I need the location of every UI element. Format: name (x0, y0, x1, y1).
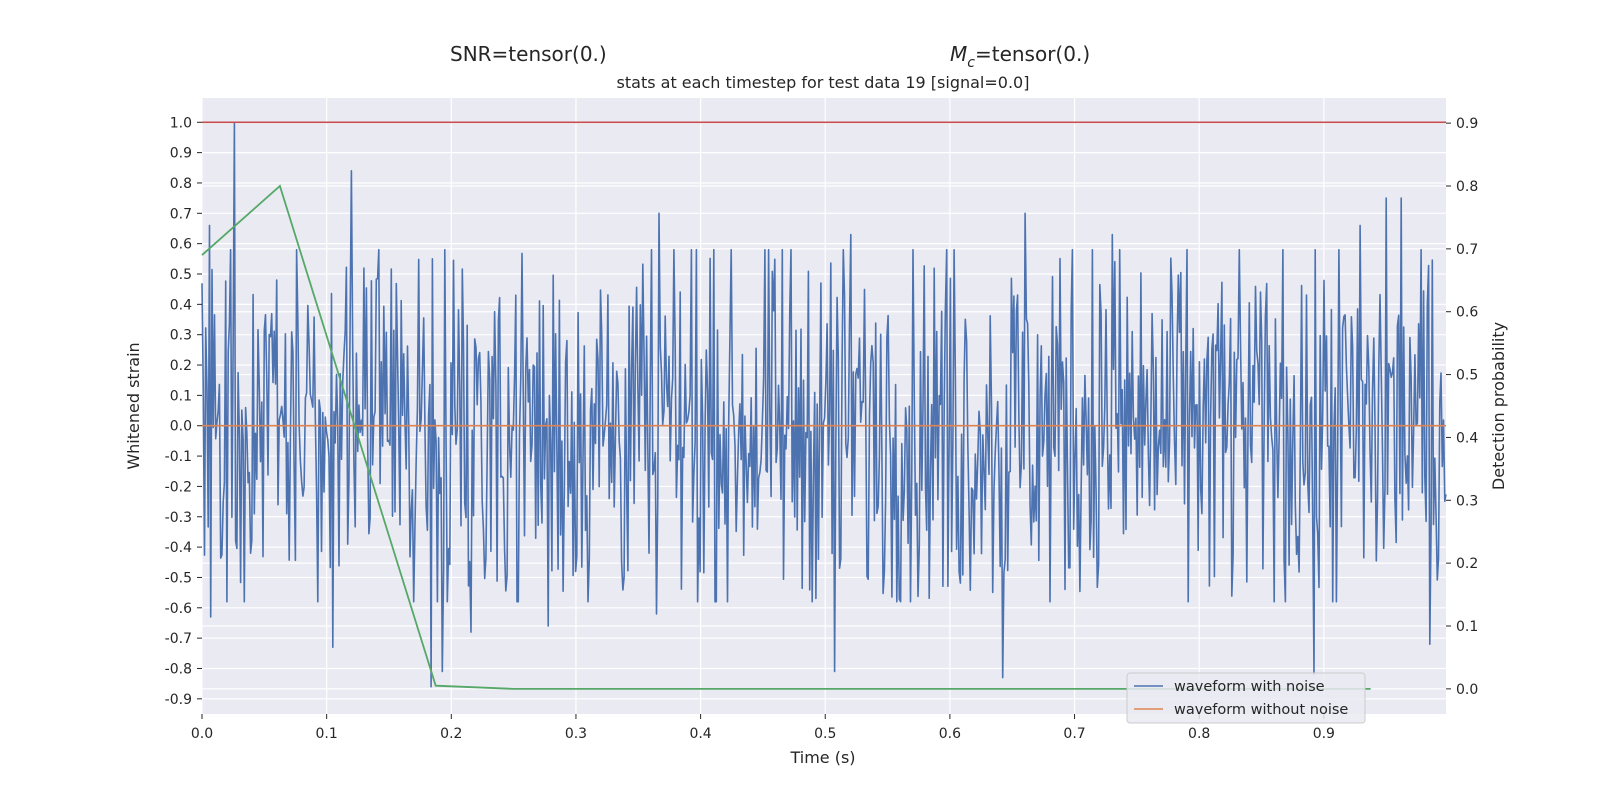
chirp-mass-symbol: M (950, 42, 967, 66)
x-tick-label: 0.4 (689, 726, 711, 742)
legend-label-noise: waveform with noise (1174, 679, 1325, 695)
x-axis-label: Time (s) (789, 748, 855, 767)
x-tick-label: 0.1 (316, 726, 338, 742)
x-tick-label: 0.9 (1313, 726, 1335, 742)
chirp-mass-subscript: c (967, 55, 975, 71)
left-y-tick-label: 0.9 (170, 146, 192, 162)
x-tick-label: 0.8 (1188, 726, 1210, 742)
left-y-tick-label: -0.9 (165, 692, 192, 708)
left-y-tick-label: 0.5 (170, 267, 192, 283)
left-y-tick-label: 0.6 (170, 237, 192, 253)
left-y-tick-label: 0.1 (170, 388, 192, 404)
right-y-tick-label: 0.2 (1456, 556, 1478, 572)
x-tick-label: 0.2 (440, 726, 462, 742)
right-y-tick-label: 0.7 (1456, 242, 1478, 258)
left-y-tick-label: 0.0 (170, 419, 192, 435)
x-tick-label: 0.3 (565, 726, 587, 742)
chirp-mass-value: =tensor(0.) (975, 42, 1090, 66)
series-waveform-with-noise (201, 121, 1447, 688)
left-y-tick-label: -0.2 (165, 479, 192, 495)
right-y-tick-label: 0.0 (1456, 682, 1478, 698)
plot-area (202, 98, 1446, 714)
right-y-tick-label: 0.5 (1456, 368, 1478, 384)
left-y-tick-label: -0.5 (165, 570, 192, 586)
right-y-tick-label: 0.8 (1456, 179, 1478, 195)
right-y-tick-label: 0.1 (1456, 619, 1478, 635)
left-y-tick-label: 1.0 (170, 115, 192, 131)
right-y-tick-label: 0.6 (1456, 305, 1478, 321)
left-y-tick-label: -0.3 (165, 510, 192, 526)
left-y-tick-label: 0.4 (170, 297, 192, 313)
left-y-tick-label: 0.7 (170, 206, 192, 222)
right-y-axis-label: Detection probability (1489, 322, 1508, 490)
series-layer (201, 121, 1447, 690)
left-y-tick-label: -0.6 (165, 601, 192, 617)
series-detection-probability (201, 184, 1371, 690)
right-y-tick-label: 0.4 (1456, 430, 1478, 446)
snr-label: SNR=tensor(0.) (450, 42, 607, 66)
right-y-tick-label: 0.3 (1456, 493, 1478, 509)
left-y-axis-label: Whitened strain (124, 342, 143, 469)
chirp-mass-label: Mc=tensor(0.) (950, 42, 1090, 71)
x-tick-label: 0.6 (939, 726, 961, 742)
left-y-tick-label: -0.7 (165, 631, 192, 647)
left-y-tick-label: -0.8 (165, 661, 192, 677)
left-y-tick-label: -0.4 (165, 540, 192, 556)
left-y-tick-label: 0.2 (170, 358, 192, 374)
legend: waveform with noise waveform without noi… (1126, 672, 1366, 724)
x-tick-label: 0.0 (191, 726, 213, 742)
left-y-tick-label: 0.8 (170, 176, 192, 192)
chart-title: stats at each timestep for test data 19 … (617, 73, 1030, 92)
left-y-tick-label: -0.1 (165, 449, 192, 465)
x-tick-label: 0.7 (1063, 726, 1085, 742)
right-y-axis: 0.9 0.8 0.7 0.6 0.5 0.4 0.3 0.2 0.1 0.0 (1446, 116, 1478, 698)
left-y-axis: 1.0 0.9 0.8 0.7 0.6 0.5 0.4 0.3 0.2 0.1 0.0 -0.1 -0.… (165, 115, 202, 708)
left-y-tick-label: 0.3 (170, 328, 192, 344)
right-y-tick-label: 0.9 (1456, 116, 1478, 132)
legend-box (1126, 672, 1366, 724)
x-tick-label: 0.5 (814, 726, 836, 742)
legend-label-clean: waveform without noise (1174, 702, 1348, 718)
x-axis: 0.0 0.1 0.2 0.3 0.4 0.5 0.6 0.7 0.8 0.9 (191, 714, 1335, 742)
